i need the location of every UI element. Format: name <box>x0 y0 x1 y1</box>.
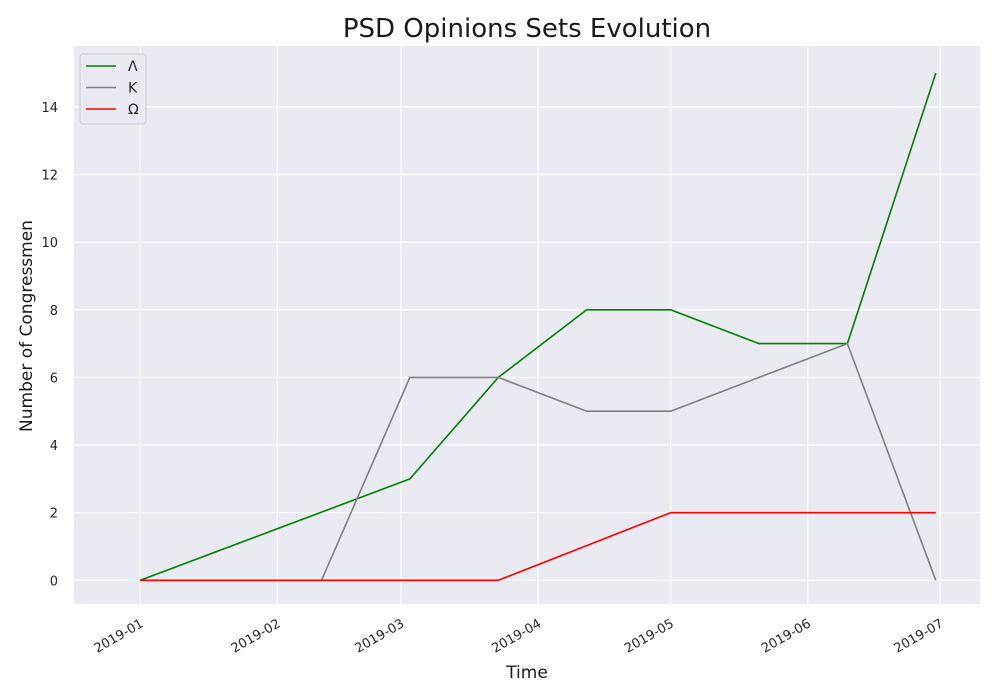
x-tick-label: 2019-02 <box>229 616 284 656</box>
x-tick-label: 2019-03 <box>352 616 407 656</box>
y-tick-label: 4 <box>50 439 58 454</box>
legend-label: Λ <box>128 59 138 75</box>
y-tick-label: 8 <box>50 304 58 319</box>
x-tick-label: 2019-01 <box>92 616 147 656</box>
x-axis-label: Time <box>505 663 548 683</box>
y-axis-label: Number of Congressmen <box>17 220 37 432</box>
y-tick-label: 0 <box>50 574 58 589</box>
y-tick-label: 2 <box>50 507 58 522</box>
y-tick-label: 12 <box>41 169 58 184</box>
legend: ΛKΩ <box>79 53 147 125</box>
series-line-2 <box>140 342 937 582</box>
legend-box <box>79 53 147 125</box>
plot-area <box>74 46 980 604</box>
x-tick-label: 2019-04 <box>489 616 544 656</box>
y-tick-label: 6 <box>50 371 58 386</box>
y-axis-ticks: 0 2 4 6 8 10 12 14 <box>41 101 58 589</box>
x-tick-label: 2019-05 <box>622 616 677 656</box>
x-tick-label: 2019-07 <box>892 616 947 656</box>
legend-label: Ω <box>128 102 139 118</box>
grid <box>74 46 980 604</box>
legend-label: K <box>128 81 138 97</box>
series-line-3 <box>140 511 936 582</box>
series-lines <box>140 72 937 582</box>
y-tick-label: 10 <box>41 236 58 251</box>
x-tick-label: 2019-06 <box>759 616 814 656</box>
series-line-1 <box>140 72 937 582</box>
y-tick-label: 14 <box>41 101 58 116</box>
x-axis-ticks: 2019-01 2019-02 2019-03 2019-04 2019-05 2019-… <box>92 616 946 656</box>
chart-title: PSD Opinions Sets Evolution <box>343 14 711 44</box>
